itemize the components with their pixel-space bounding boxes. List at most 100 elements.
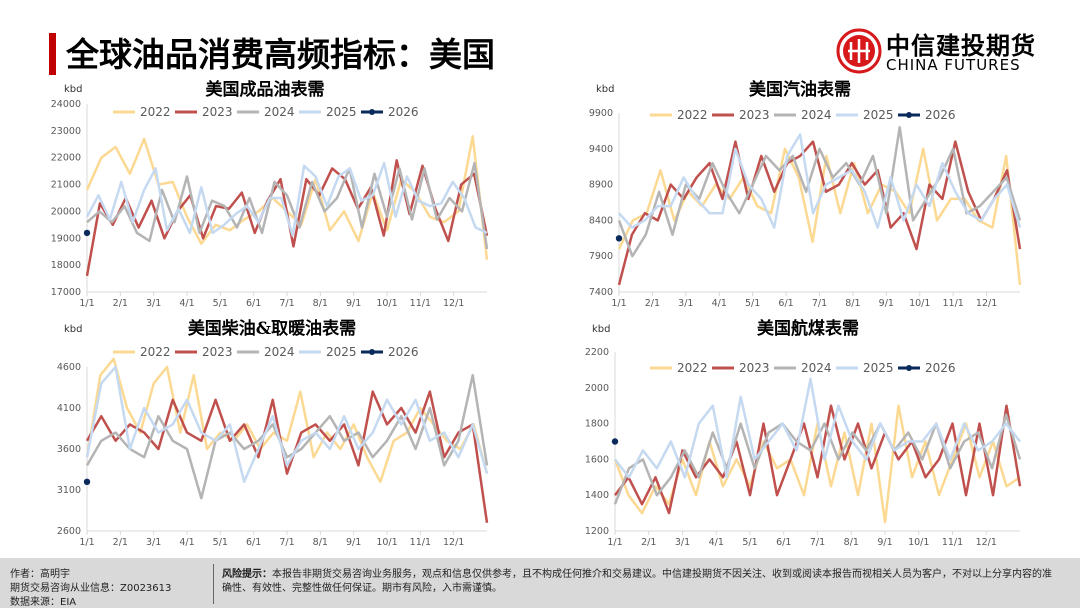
chart-3: 美国航煤表需 kbd 1200 1400 1600 1800 2000 2200 1/1 2/1 3…	[585, 318, 1022, 548]
x-tick-label: 8/1	[845, 298, 860, 309]
y-tick-label: 17000	[51, 287, 81, 298]
y-tick-label: 4100	[57, 403, 81, 414]
chart-2: 美国柴油&取暖油表需 kbd 2600 3100 3600 4100 4600 1/1 2/1 3…	[57, 318, 489, 548]
y-tick-label: 4600	[57, 362, 81, 373]
y-tick-label: 22000	[51, 153, 81, 164]
x-tick-label: 6/1	[778, 298, 793, 309]
legend-label-2023: 2023	[739, 361, 770, 375]
series-line-2024	[613, 413, 1022, 505]
citic-logo-icon	[836, 28, 882, 74]
series-line-2025	[85, 161, 488, 237]
data-point-2026	[611, 438, 619, 445]
x-tick-label: 11/1	[942, 537, 963, 548]
y-tick-label: 7900	[589, 251, 613, 262]
x-tick-label: 4/1	[712, 298, 727, 309]
y-tick-label: 19000	[51, 233, 81, 244]
y-tick-label: 1600	[585, 454, 609, 465]
risk-label: 风险提示：	[222, 569, 272, 580]
legend-label-2025: 2025	[326, 105, 357, 119]
x-tick-label: 9/1	[877, 537, 892, 548]
x-tick-label: 5/1	[213, 537, 228, 548]
x-tick-label: 9/1	[346, 298, 361, 309]
series-line-2025	[85, 365, 489, 484]
x-tick-label: 5/1	[745, 298, 760, 309]
x-tick-label: 7/1	[279, 298, 294, 309]
x-tick-label: 12/1	[443, 537, 464, 548]
series-line-2025	[614, 377, 1021, 479]
legend-marker-2026	[369, 349, 375, 355]
legend-label-2022: 2022	[140, 105, 171, 119]
x-tick-label: 4/1	[179, 298, 194, 309]
series-line-2023	[85, 390, 489, 523]
y-axis-unit: kbd	[596, 84, 615, 95]
y-tick-label: 1200	[585, 526, 609, 537]
legend-label-2023: 2023	[202, 345, 233, 359]
x-tick-label: 9/1	[346, 537, 361, 548]
y-tick-label: 7400	[589, 287, 613, 298]
legend-marker-2026	[369, 109, 375, 115]
x-tick-label: 1/1	[79, 298, 94, 309]
x-tick-label: 8/1	[313, 298, 328, 309]
x-tick-label: 2/1	[113, 298, 128, 309]
footer-divider	[213, 564, 214, 604]
legend-label-2022: 2022	[677, 361, 708, 375]
chart-0: 美国成品油表需 kbd 17000 18000 19000 20000 21000 22000…	[51, 79, 489, 309]
x-tick-label: 12/1	[976, 537, 997, 548]
x-tick-label: 3/1	[678, 298, 693, 309]
x-tick-label: 3/1	[675, 537, 690, 548]
y-tick-label: 2000	[585, 383, 609, 394]
x-tick-label: 11/1	[410, 537, 431, 548]
y-tick-label: 8900	[589, 180, 613, 191]
chart-title: 美国柴油&取暖油表需	[188, 318, 356, 339]
legend-label-2023: 2023	[202, 105, 233, 119]
footer: 作者：高明宇 期货交易咨询从业信息：Z0023613 数据来源：EIA 风险提示…	[0, 558, 1080, 608]
y-tick-label: 21000	[51, 180, 81, 191]
legend-label-2026: 2026	[925, 108, 956, 122]
data-point-2026	[83, 478, 91, 485]
x-tick-label: 7/1	[279, 537, 294, 548]
series-line-2025	[618, 133, 1022, 229]
x-tick-label: 7/1	[810, 537, 825, 548]
legend-label-2024: 2024	[264, 105, 295, 119]
y-tick-label: 9400	[589, 144, 613, 155]
legend-label-2024: 2024	[801, 108, 832, 122]
y-tick-label: 24000	[51, 99, 81, 110]
y-tick-label: 1400	[585, 490, 609, 501]
data-point-2026	[83, 229, 91, 237]
x-tick-label: 5/1	[742, 537, 757, 548]
x-tick-label: 11/1	[942, 298, 963, 309]
page-title: 全球油品消费高频指标：美国	[66, 35, 495, 74]
x-tick-label: 6/1	[776, 537, 791, 548]
y-tick-label: 8400	[589, 215, 613, 226]
x-tick-label: 10/1	[376, 298, 397, 309]
x-tick-label: 2/1	[641, 537, 656, 548]
legend-marker-2026	[906, 112, 912, 118]
legend-label-2023: 2023	[739, 108, 770, 122]
logo-text-cn: 中信建投期货	[886, 32, 1036, 60]
x-tick-label: 12/1	[443, 298, 464, 309]
x-tick-label: 3/1	[146, 298, 161, 309]
title-accent-bar	[49, 33, 56, 75]
y-tick-label: 2600	[57, 526, 81, 537]
y-tick-label: 20000	[51, 206, 81, 217]
y-tick-label: 3100	[57, 485, 81, 496]
x-tick-label: 8/1	[844, 537, 859, 548]
y-tick-label: 1800	[585, 419, 609, 430]
y-tick-label: 2200	[585, 347, 609, 358]
x-tick-label: 6/1	[246, 298, 261, 309]
legend-label-2025: 2025	[863, 108, 894, 122]
y-axis-unit: kbd	[64, 324, 83, 335]
x-tick-label: 4/1	[709, 537, 724, 548]
y-axis-unit: kbd	[592, 324, 611, 335]
x-tick-label: 12/1	[976, 298, 997, 309]
series-line-2024	[86, 161, 489, 250]
y-axis-unit: kbd	[64, 84, 83, 95]
x-tick-label: 5/1	[213, 298, 228, 309]
legend-label-2024: 2024	[264, 345, 295, 359]
legend-marker-2026	[906, 365, 912, 371]
x-tick-label: 1/1	[79, 537, 94, 548]
logo-text-en: CHINA FUTURES	[886, 56, 1021, 74]
charts-area: 美国成品油表需 kbd 17000 18000 19000 20000 21000 22000…	[51, 79, 1022, 548]
x-tick-label: 3/1	[146, 537, 161, 548]
y-tick-label: 9900	[589, 108, 613, 119]
